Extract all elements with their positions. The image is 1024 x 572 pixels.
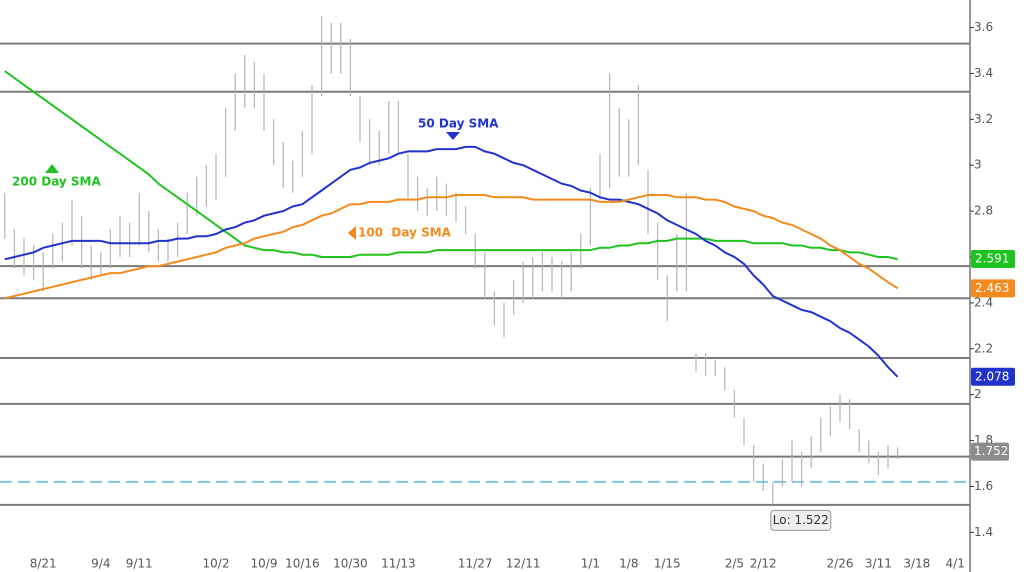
x-tick-label: 10/2 bbox=[203, 557, 230, 571]
y-tick-label: 3.4 bbox=[974, 66, 993, 80]
annotation-arrow bbox=[446, 132, 460, 140]
value-box bbox=[971, 250, 1015, 269]
low-box bbox=[770, 509, 832, 531]
y-tick-label: 1.6 bbox=[974, 479, 993, 493]
annotation-arrow bbox=[348, 226, 356, 240]
x-tick-label: 1/1 bbox=[581, 557, 600, 571]
series-annotation: 200 Day SMA bbox=[12, 175, 102, 189]
y-tick-label: 2.4 bbox=[974, 295, 993, 309]
series-annotation: 50 Day SMA bbox=[418, 117, 499, 131]
x-tick-label: 11/13 bbox=[381, 557, 416, 571]
x-tick-label: 3/11 bbox=[865, 557, 892, 571]
x-tick-label: 10/16 bbox=[285, 557, 320, 571]
x-tick-label: 10/9 bbox=[251, 557, 278, 571]
value-label: 2.463 bbox=[975, 281, 1009, 295]
price-box bbox=[971, 442, 1009, 461]
x-tick-label: 8/21 bbox=[30, 557, 57, 571]
y-tick-label: 3.6 bbox=[974, 20, 993, 34]
sma-line bbox=[4, 194, 899, 300]
value-box bbox=[971, 279, 1015, 298]
x-tick-label: 9/11 bbox=[126, 557, 153, 571]
value-box bbox=[971, 367, 1015, 386]
y-tick-label: 2.8 bbox=[974, 204, 993, 218]
low-label: Lo: 1.522 bbox=[773, 513, 829, 527]
x-tick-label: 11/27 bbox=[458, 557, 493, 571]
sma-line bbox=[4, 70, 898, 261]
y-tick-label: 2 bbox=[974, 387, 982, 401]
y-tick-label: 2.2 bbox=[974, 341, 993, 355]
y-tick-label: 1.4 bbox=[974, 525, 993, 539]
x-tick-label: 2/5 bbox=[725, 557, 744, 571]
value-label: 2.078 bbox=[975, 369, 1009, 383]
y-tick-label: 3 bbox=[974, 158, 982, 172]
x-tick-label: 3/18 bbox=[903, 557, 930, 571]
x-tick-label: 2/26 bbox=[827, 557, 854, 571]
x-tick-label: 12/11 bbox=[506, 557, 541, 571]
sma-line bbox=[4, 145, 899, 378]
annotation-arrow bbox=[45, 164, 59, 173]
x-tick-label: 2/12 bbox=[750, 557, 777, 571]
x-tick-label: 4/1 bbox=[946, 557, 965, 571]
x-tick-label: 10/30 bbox=[333, 557, 368, 571]
series-annotation: 100 Day SMA bbox=[358, 226, 452, 240]
y-tick-label: 3.2 bbox=[974, 112, 993, 126]
value-label: 2.591 bbox=[975, 252, 1009, 266]
x-tick-label: 1/8 bbox=[619, 557, 638, 571]
x-tick-label: 9/4 bbox=[91, 557, 110, 571]
x-tick-label: 1/15 bbox=[654, 557, 681, 571]
price-label: 1.752 bbox=[974, 444, 1008, 458]
